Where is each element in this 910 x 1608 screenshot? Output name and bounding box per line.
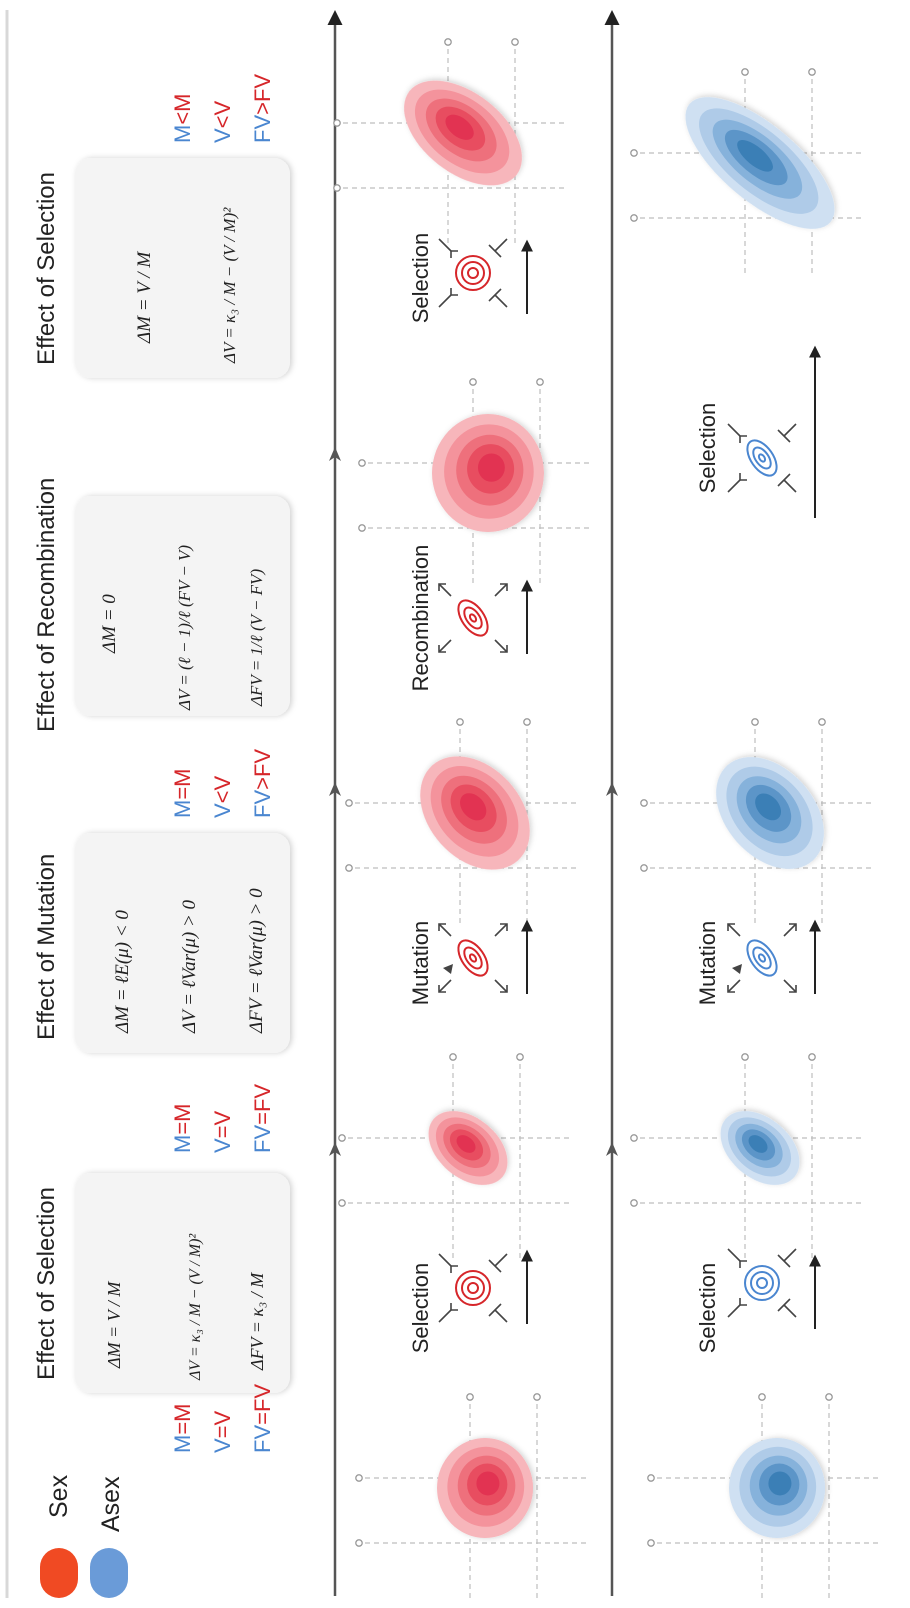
sex-step-selection-2: Selection — [408, 233, 533, 324]
equation-delta-fv: ΔFV = κ₃ / M — [247, 1272, 267, 1371]
comparison-group-1: M=M V=V FV=FV — [170, 1384, 275, 1453]
timeline-step-arrow — [329, 1142, 341, 1156]
asex-after-selection-2-distribution-plot — [630, 68, 865, 273]
plot-axes — [355, 1393, 590, 1598]
comparison-line: M<M — [170, 93, 195, 143]
sex-after-selection-distribution-plot — [338, 1053, 573, 1258]
asex-legend-swatch — [90, 1548, 128, 1598]
panel-background — [75, 1173, 290, 1393]
panel-background — [75, 833, 290, 1053]
equation-panel-1 — [75, 1173, 290, 1393]
equation-delta-v: ΔV = κ₃ / M − (V / M)² — [187, 1233, 204, 1381]
legend: Sex Asex — [40, 1474, 128, 1598]
sex-after-mutation-distribution-plot — [345, 718, 580, 923]
sex-step-mutation: Mutation — [408, 919, 533, 1005]
comparison-line: FV>FV — [250, 74, 275, 143]
asex-legend-label: Asex — [97, 1476, 125, 1532]
equation-delta-m: ΔM = ℓE(μ) < 0 — [112, 910, 133, 1034]
comparison-line: V=V — [210, 1410, 235, 1453]
equation-delta-m: ΔM = V / M — [104, 1281, 124, 1369]
sex-after-recombination-distribution-plot — [358, 378, 593, 583]
asex-after-mutation-distribution-plot — [640, 718, 875, 923]
equation-delta-v: ΔV = κ₃ / M − (V / M)² — [220, 207, 239, 364]
selection-icon — [438, 1253, 508, 1323]
comparison-group-4: M<M V<V FV>FV — [170, 74, 275, 143]
panel-title-selection-1: Effect of Selection — [33, 1187, 60, 1380]
equation-delta-v: ΔV = ℓVar(μ) > 0 — [179, 899, 200, 1034]
equation-panel-4 — [75, 158, 290, 378]
equation-panel-3 — [75, 496, 290, 716]
equation-delta-v: ΔV = (ℓ − 1)/ℓ (FV − V) — [175, 545, 194, 711]
process-label: Selection — [695, 403, 720, 494]
equation-panel-2 — [75, 833, 290, 1053]
process-label: Selection — [408, 1263, 433, 1354]
sex-legend-label: Sex — [45, 1474, 73, 1518]
timeline-step-arrow — [606, 782, 618, 796]
process-label: Selection — [695, 1263, 720, 1354]
selection-icon — [727, 1248, 797, 1318]
equation-delta-fv: ΔFV = ℓVar(μ) > 0 — [246, 888, 267, 1034]
comparison-line: V<V — [210, 100, 235, 143]
panel-background — [75, 158, 290, 378]
comparison-line: FV=FV — [250, 1384, 275, 1453]
process-label: Mutation — [695, 921, 720, 1005]
sex-after-selection-distribution — [428, 1111, 508, 1185]
asex-after-selection-2-distribution — [685, 97, 835, 229]
recombination-icon — [438, 583, 508, 653]
comparison-line: M=M — [170, 768, 195, 818]
comparison-group-2: M=M V=V FV=FV — [170, 1084, 275, 1153]
sex-after-mutation-distribution — [420, 756, 530, 870]
asex-initial-distribution — [729, 1438, 825, 1538]
equation-delta-fv: ΔFV = 1/ℓ (V − FV) — [247, 569, 266, 707]
asex-initial-distribution-plot — [647, 1393, 882, 1598]
asex-after-mutation-distribution — [716, 757, 824, 869]
asex-step-selection-1: Selection — [695, 1248, 821, 1354]
comparison-line: V<V — [210, 775, 235, 818]
panel-title-selection-2: Effect of Selection — [33, 172, 60, 365]
process-label: Recombination — [408, 545, 433, 692]
sex-step-recombination: Recombination — [408, 545, 533, 692]
comparison-line: V=V — [210, 1110, 235, 1153]
equation-delta-m: ΔM = 0 — [99, 594, 120, 654]
timeline-step-arrow — [606, 1142, 618, 1156]
comparison-line: FV>FV — [250, 749, 275, 818]
selection-narrow-icon — [727, 423, 797, 493]
asex-after-selection-distribution — [720, 1111, 800, 1185]
timeline-step-arrow — [329, 447, 341, 461]
sex-after-selection-2-distribution-plot — [333, 38, 568, 243]
equation-delta-m: ΔM = V / M — [134, 251, 155, 344]
comparison-group-3: M=M V<V FV>FV — [170, 749, 275, 818]
mutation-icon — [727, 923, 797, 993]
selection-icon — [438, 238, 508, 308]
sex-step-selection-1: Selection — [408, 1249, 533, 1354]
sex-initial-distribution-plot — [355, 1393, 590, 1598]
mutation-icon — [438, 923, 508, 993]
sex-initial-distribution — [437, 1438, 533, 1538]
comparison-line: M=M — [170, 1403, 195, 1453]
comparison-line: M=M — [170, 1103, 195, 1153]
process-label: Mutation — [408, 921, 433, 1005]
sex-after-recombination-distribution — [432, 414, 544, 532]
sex-after-selection-2-distribution — [404, 80, 522, 186]
asex-step-selection-2: Selection — [695, 345, 821, 518]
asex-after-selection-distribution-plot — [630, 1053, 865, 1258]
asex-step-mutation: Mutation — [695, 919, 821, 1005]
timeline-step-arrow — [329, 782, 341, 796]
panel-background — [75, 496, 290, 716]
comparison-line: FV=FV — [250, 1084, 275, 1153]
panel-title-recombination: Effect of Recombination — [33, 478, 60, 732]
sex-legend-swatch — [40, 1548, 78, 1598]
process-label: Selection — [408, 233, 433, 324]
panel-title-mutation: Effect of Mutation — [33, 854, 60, 1040]
